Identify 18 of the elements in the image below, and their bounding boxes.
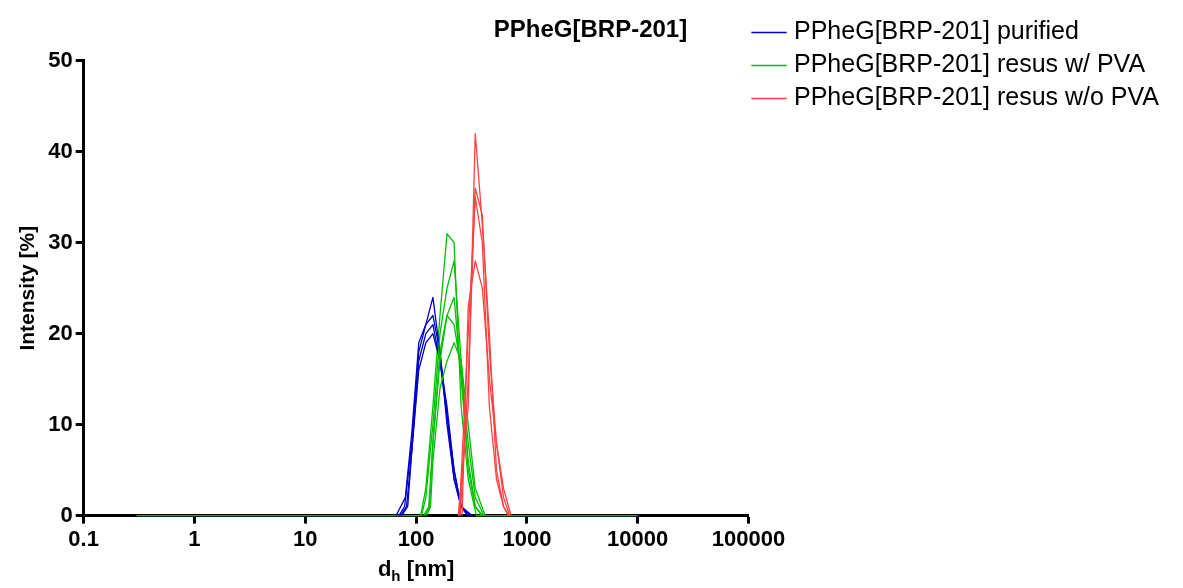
y-tick-label: 0 [60,501,73,527]
legend-label: PPheG[BRP-201] resus w/ PVA [794,49,1146,78]
x-tick-label: 10 [293,525,318,551]
y-tick-label: 40 [48,137,73,163]
y-tick-label: 30 [48,228,73,254]
y-tick-label: 10 [48,410,73,436]
y-axis-title: Intensity [%] [15,225,39,351]
x-tick-label: 0.1 [68,525,99,551]
x-tick-label: 1000 [502,525,552,551]
x-tick-label: 100 [397,525,435,551]
legend-label: PPheG[BRP-201] resus w/o PVA [794,82,1160,111]
x-tick-label: 100000 [711,525,786,551]
x-tick-label: 1 [188,525,201,551]
chart-title: PPheG[BRP-201] [493,15,688,43]
legend-label: PPheG[BRP-201] purified [794,16,1079,45]
y-tick-label: 20 [48,319,73,345]
y-tick-label: 50 [48,46,73,72]
x-tick-label: 10000 [607,525,669,551]
